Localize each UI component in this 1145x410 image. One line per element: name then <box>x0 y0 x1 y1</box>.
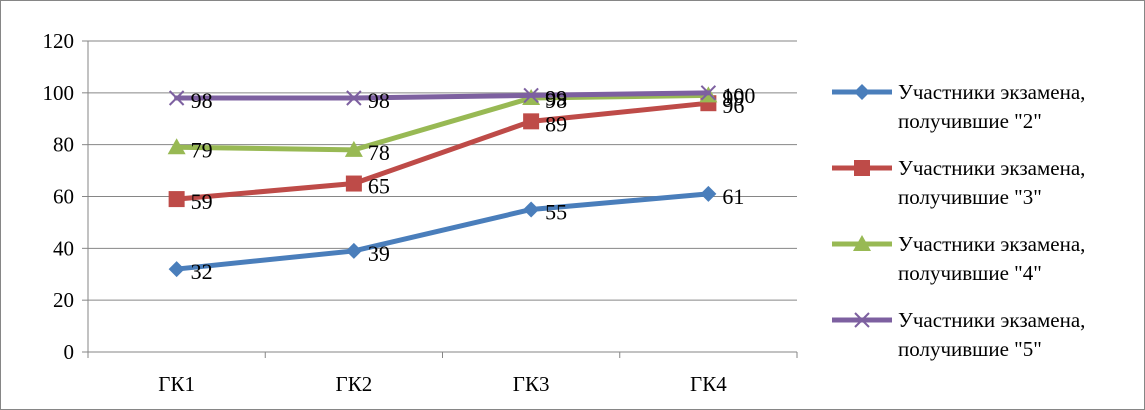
data-label: 98 <box>191 88 213 113</box>
data-point <box>168 191 185 208</box>
data-label: 99 <box>545 85 567 110</box>
legend-label: получившие "2" <box>898 109 1042 133</box>
legend-marker <box>853 235 871 251</box>
legend-label: получившие "4" <box>898 261 1042 285</box>
legend-marker <box>854 84 870 100</box>
y-tick-label: 0 <box>64 340 75 364</box>
data-label: 89 <box>545 111 567 136</box>
y-tick-label: 120 <box>43 29 75 53</box>
x-tick-label: ГК3 <box>513 372 550 396</box>
x-tick-label: ГК1 <box>158 372 195 396</box>
data-label: 65 <box>368 174 390 199</box>
data-point <box>523 87 539 104</box>
legend-label: Участники экзамена, <box>898 156 1085 180</box>
data-label: 98 <box>368 88 390 113</box>
legend-label: Участники экзамена, <box>898 232 1085 256</box>
data-label: 39 <box>368 241 390 266</box>
data-point <box>523 201 540 218</box>
legend-marker <box>854 160 870 176</box>
legend-label: Участники экзамена, <box>898 308 1085 332</box>
data-label: 99 <box>722 85 744 110</box>
data-label: 100 <box>722 83 755 108</box>
series-line-1 <box>174 191 711 272</box>
data-point <box>344 140 363 157</box>
y-tick-label: 80 <box>53 133 74 157</box>
data-label: 32 <box>191 259 213 284</box>
legend-label: получившие "3" <box>898 185 1042 209</box>
data-point <box>700 85 717 101</box>
series-line-3 <box>174 92 711 153</box>
data-label: 59 <box>191 189 213 214</box>
y-tick-label: 40 <box>53 236 74 260</box>
data-label: 55 <box>545 199 567 224</box>
series-line-4 <box>174 90 711 101</box>
data-point <box>168 90 185 106</box>
data-label: 96 <box>722 93 744 118</box>
y-tick-label: 100 <box>43 81 75 105</box>
y-tick-label: 60 <box>53 185 74 209</box>
data-point <box>700 185 717 202</box>
data-label: 98 <box>545 88 567 113</box>
legend-marker <box>854 312 870 328</box>
legend-label: получившие "5" <box>898 337 1042 361</box>
data-label: 79 <box>191 137 213 162</box>
x-tick-label: ГК2 <box>336 372 373 396</box>
data-label: 61 <box>722 184 744 209</box>
y-tick-label: 20 <box>53 288 74 312</box>
x-tick-label: ГК4 <box>690 372 727 396</box>
data-point <box>523 113 540 130</box>
data-point <box>345 242 362 259</box>
data-point <box>346 90 362 106</box>
legend-label: Участники экзамена, <box>898 80 1085 104</box>
data-label: 78 <box>368 140 390 165</box>
data-point <box>345 175 362 192</box>
data-point <box>168 261 185 278</box>
series-line-2 <box>174 100 711 202</box>
data-point <box>167 138 186 155</box>
